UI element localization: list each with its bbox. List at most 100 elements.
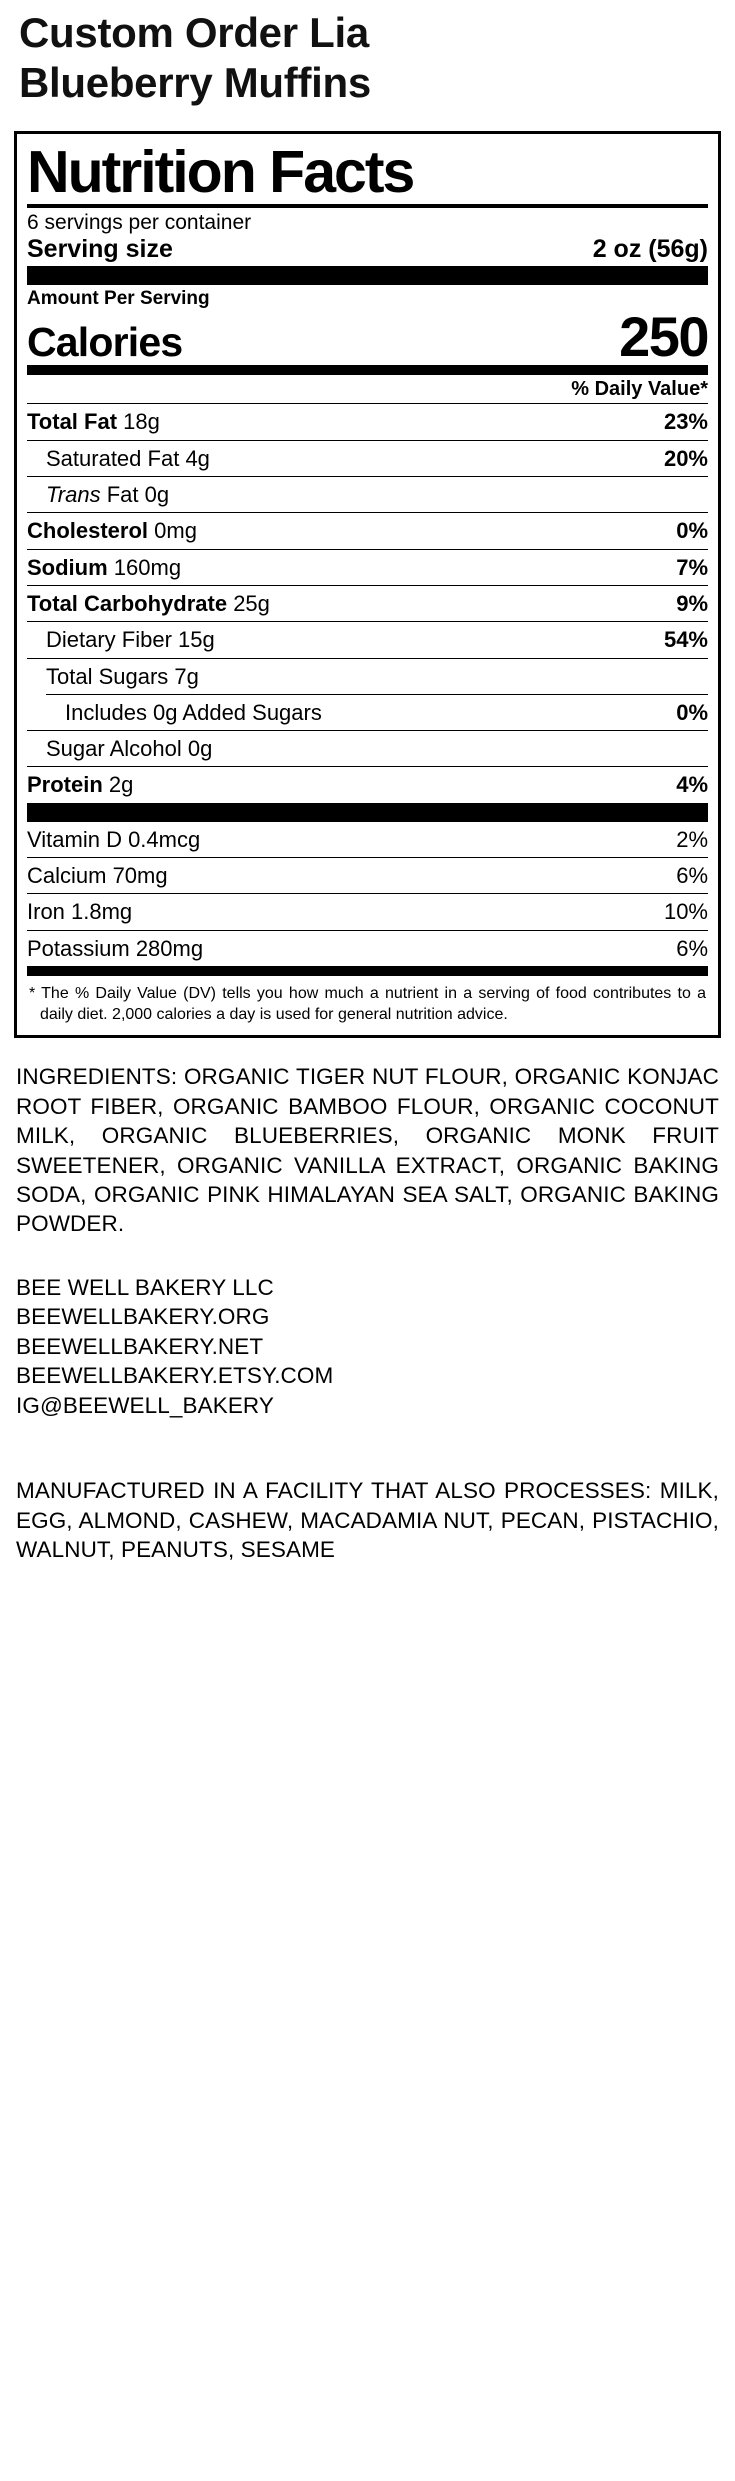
nutrient-row-total-sugars: Total Sugars 7g — [27, 659, 708, 694]
divider-under-calories — [27, 365, 708, 376]
nutrient-dv-protein: 4% — [676, 772, 708, 798]
nutrient-amount-cholesterol: 0mg — [154, 518, 197, 544]
serving-size-row: Serving size 2 oz (56g) — [27, 235, 708, 266]
nutrient-name-total-sugars: Total Sugars 7g — [46, 664, 199, 689]
company-website-net[interactable]: BEEWELLBAKERY.NET — [16, 1333, 264, 1359]
calories-row: Calories 250 — [27, 304, 709, 368]
nutrient-name-sugar-alcohol: Sugar Alcohol 0g — [46, 736, 212, 761]
page-title: Custom Order Lia Blueberry Muffins — [19, 0, 721, 107]
nutrition-facts-title: Nutrition Facts — [27, 139, 415, 206]
ingredients-text: INGREDIENTS: ORGANIC TIGER NUT FLOUR, OR… — [16, 1064, 719, 1237]
nutrient-dv-sodium: 7% — [676, 554, 708, 580]
nutrient-row-saturated-fat: Saturated Fat 4g 20% — [27, 441, 708, 476]
company-website-etsy[interactable]: BEEWELLBAKERY.ETSY.COM — [16, 1363, 334, 1389]
product-title-line-2: Blueberry Muffins — [19, 58, 371, 106]
vitamin-row-calcium: Calcium 70mg 6% — [27, 858, 708, 893]
nutrient-name-trans-fat-rest: Fat 0g — [100, 482, 170, 508]
nutrient-amount-sugar-alcohol: 0g — [187, 736, 213, 762]
vitamin-name-vitamin-d: Vitamin D 0.4mcg — [27, 826, 201, 852]
servings-per-container: 6 servings per container — [27, 211, 252, 235]
calories-value: 250 — [619, 304, 709, 368]
nutrient-amount-sodium: 160mg — [113, 554, 182, 580]
label-page: Custom Order Lia Blueberry Muffins Nutri… — [14, 0, 721, 1563]
vitamin-name-potassium: Potassium 280mg — [27, 935, 204, 961]
divider-under-title — [27, 204, 708, 209]
vitamin-dv-potassium: 6% — [676, 935, 708, 961]
nutrient-name-dietary-fiber-text: Dietary Fiber — [46, 627, 172, 653]
divider-row — [27, 730, 708, 732]
amount-per-serving-label: Amount Per Serving — [27, 287, 210, 309]
divider-above-footnote — [27, 965, 708, 976]
nutrient-amount-dietary-fiber: 15g — [178, 627, 215, 653]
nutrient-name-saturated-fat-text: Saturated Fat — [46, 445, 180, 471]
divider-row — [27, 512, 708, 514]
nutrient-row-sugar-alcohol: Sugar Alcohol 0g — [27, 731, 708, 766]
vitamin-dv-calcium: 6% — [676, 862, 708, 888]
divider-row-indented — [46, 693, 708, 695]
nutrient-name-total-carbohydrate-text: Total Carbohydrate — [27, 590, 228, 616]
nutrient-name-saturated-fat: Saturated Fat 4g — [46, 446, 210, 471]
nutrient-amount-total-sugars: 7g — [174, 663, 199, 689]
divider-row — [27, 621, 708, 623]
nutrient-name-cholesterol: Cholesterol 0mg — [27, 518, 197, 543]
divider-row — [27, 856, 708, 858]
nutrient-name-sodium: Sodium 160mg — [27, 555, 181, 580]
nutrient-row-total-fat: Total Fat 18g 23% — [27, 404, 708, 439]
nutrient-row-dietary-fiber: Dietary Fiber 15g 54% — [27, 622, 708, 657]
nutrient-dv-total-carbohydrate: 9% — [676, 590, 708, 616]
product-title-line-1: Custom Order Lia — [19, 9, 369, 56]
nutrient-name-protein: Protein 2g — [27, 772, 133, 797]
vitamin-name-iron: Iron 1.8mg — [27, 899, 133, 925]
nutrient-amount-saturated-fat: 4g — [185, 445, 210, 471]
nutrient-name-sugar-alcohol-text: Sugar Alcohol — [46, 736, 182, 762]
nutrient-name-total-fat-text: Total Fat — [27, 409, 118, 435]
vitamin-name-calcium: Calcium 70mg — [27, 862, 168, 888]
vitamin-dv-iron: 10% — [663, 899, 708, 925]
nutrient-row-cholesterol: Cholesterol 0mg 0% — [27, 513, 708, 548]
divider-row — [27, 476, 708, 478]
divider-row — [27, 548, 708, 550]
divider-heavy-serving — [27, 265, 708, 285]
serving-size-value: 2 oz (56g) — [592, 234, 708, 263]
nutrient-name-added-sugars: Includes 0g Added Sugars — [65, 699, 322, 725]
nutrition-facts-panel: Nutrition Facts 6 servings per container… — [14, 131, 721, 1039]
vitamin-row-potassium: Potassium 280mg 6% — [27, 931, 708, 966]
divider-row — [27, 929, 708, 931]
nutrient-amount-total-fat: 18g — [123, 409, 160, 435]
divider-row — [27, 584, 708, 586]
nutrient-dv-dietary-fiber: 54% — [663, 627, 708, 653]
divider-row — [27, 439, 708, 441]
company-website-org[interactable]: BEEWELLBAKERY.ORG — [16, 1304, 270, 1330]
vitamin-dv-vitamin-d: 2% — [676, 826, 708, 852]
vitamin-row-vitamin-d: Vitamin D 0.4mcg 2% — [27, 822, 708, 857]
allergen-statement: MANUFACTURED IN A FACILITY THAT ALSO PRO… — [16, 1478, 719, 1563]
divider-under-dv-header — [27, 403, 708, 405]
nutrient-amount-protein: 2g — [108, 772, 134, 798]
daily-value-header: % Daily Value* — [571, 378, 708, 401]
divider-row — [27, 893, 708, 895]
company-info: BEE WELL BAKERY LLC BEEWELLBAKERY.ORG BE… — [14, 1273, 721, 1420]
nutrient-name-trans-fat: Trans Fat 0g — [46, 482, 169, 507]
nutrient-row-protein: Protein 2g 4% — [27, 767, 708, 802]
nutrient-row-trans-fat: Trans Fat 0g — [27, 477, 708, 512]
nutrient-name-total-carbohydrate: Total Carbohydrate 25g — [27, 591, 270, 616]
nutrient-name-total-sugars-text: Total Sugars — [46, 663, 169, 689]
nutrient-name-protein-text: Protein — [27, 772, 103, 798]
nutrient-dv-total-fat: 23% — [663, 409, 708, 435]
divider-heavy-protein — [27, 802, 708, 822]
serving-size-label: Serving size — [27, 234, 173, 263]
nutrient-row-total-carbohydrate: Total Carbohydrate 25g 9% — [27, 586, 708, 621]
company-name: BEE WELL BAKERY LLC — [16, 1274, 274, 1300]
company-instagram-handle[interactable]: IG@BEEWELL_BAKERY — [16, 1392, 274, 1418]
divider-row — [27, 766, 708, 768]
daily-value-footnote: * The % Daily Value (DV) tells you how m… — [29, 984, 706, 1023]
nutrient-dv-saturated-fat: 20% — [663, 445, 708, 471]
vitamin-row-iron: Iron 1.8mg 10% — [27, 894, 708, 929]
divider-row — [27, 657, 708, 659]
nutrient-row-added-sugars: Includes 0g Added Sugars 0% — [27, 695, 708, 730]
nutrient-dv-added-sugars: 0% — [676, 699, 708, 725]
nutrient-name-dietary-fiber: Dietary Fiber 15g — [46, 627, 215, 652]
nutrient-name-total-fat: Total Fat 18g — [27, 409, 160, 434]
calories-label: Calories — [27, 319, 183, 366]
nutrient-name-cholesterol-text: Cholesterol — [27, 518, 149, 544]
